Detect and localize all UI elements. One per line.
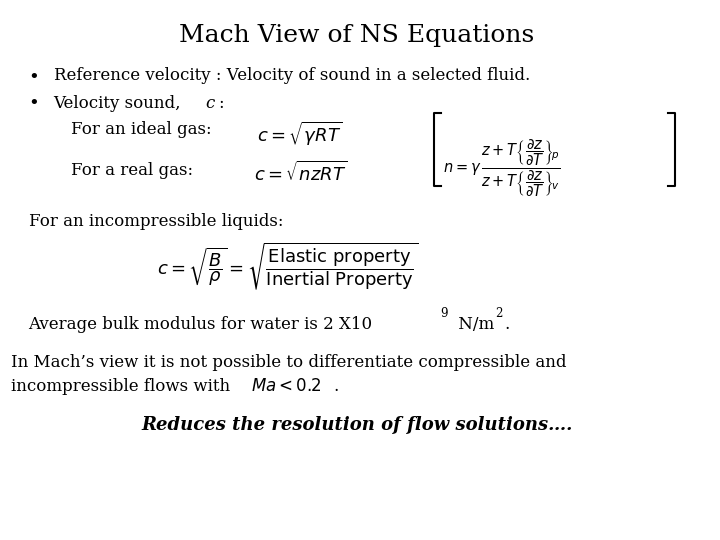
Text: For an incompressible liquids:: For an incompressible liquids: bbox=[29, 213, 283, 230]
Text: N/m: N/m bbox=[454, 316, 495, 333]
Text: $\mathit{Ma<0.2}$: $\mathit{Ma<0.2}$ bbox=[251, 378, 323, 395]
Text: Mach View of NS Equations: Mach View of NS Equations bbox=[179, 24, 535, 48]
Text: Average bulk modulus for water is 2 X10: Average bulk modulus for water is 2 X10 bbox=[29, 316, 373, 333]
Text: Reduces the resolution of flow solutions….: Reduces the resolution of flow solutions… bbox=[141, 416, 572, 434]
Text: .: . bbox=[504, 316, 510, 333]
Text: $c = \sqrt{nzRT}$: $c = \sqrt{nzRT}$ bbox=[253, 161, 347, 185]
Text: 9: 9 bbox=[441, 307, 448, 320]
Text: c: c bbox=[206, 94, 215, 111]
Text: .: . bbox=[333, 378, 338, 395]
Text: Reference velocity : Velocity of sound in a selected fluid.: Reference velocity : Velocity of sound i… bbox=[53, 68, 530, 84]
Text: •: • bbox=[29, 68, 40, 85]
Text: $c = \sqrt{\gamma RT}$: $c = \sqrt{\gamma RT}$ bbox=[257, 120, 343, 148]
Text: In Mach’s view it is not possible to differentiate compressible and: In Mach’s view it is not possible to dif… bbox=[11, 354, 566, 370]
Text: •: • bbox=[29, 94, 40, 112]
Text: For an ideal gas:: For an ideal gas: bbox=[71, 122, 212, 138]
Text: :: : bbox=[218, 94, 223, 111]
Text: incompressible flows with: incompressible flows with bbox=[11, 378, 235, 395]
Text: $n = \gamma\,\dfrac{z+T\left\{\dfrac{\partial z}{\partial T}\right\}_{\!p}}{z+T\: $n = \gamma\,\dfrac{z+T\left\{\dfrac{\pa… bbox=[443, 138, 560, 199]
Text: 2: 2 bbox=[495, 307, 503, 320]
Text: Velocity sound,: Velocity sound, bbox=[53, 94, 186, 111]
Text: $c = \sqrt{\dfrac{B}{\rho}} = \sqrt{\dfrac{\text{Elastic property}}{\text{Inerti: $c = \sqrt{\dfrac{B}{\rho}} = \sqrt{\dfr… bbox=[157, 240, 418, 292]
Text: For a real gas:: For a real gas: bbox=[71, 162, 194, 179]
